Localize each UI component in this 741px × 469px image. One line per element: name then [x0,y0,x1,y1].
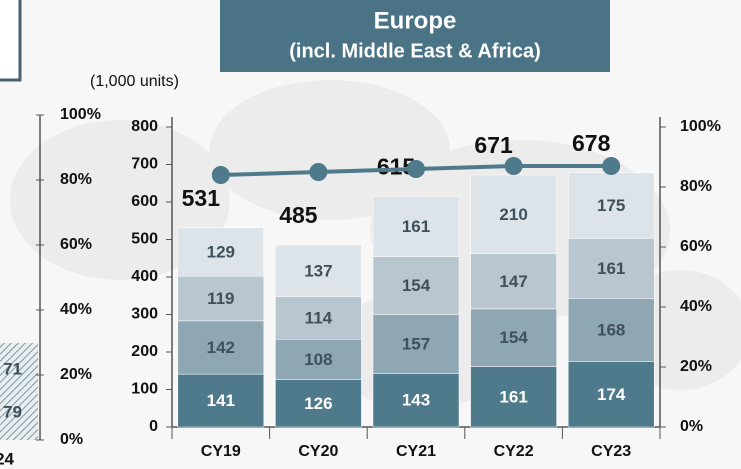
y-tick-label: 300 [131,306,158,323]
segment-label: 141 [207,391,235,410]
total-label: 678 [572,130,611,156]
bar-segment [567,361,655,428]
y-tick-label: 500 [131,231,158,248]
bar-segment [567,298,655,362]
fragment-bar [0,343,38,440]
bar-segment [470,253,557,310]
bar-segment [372,196,460,257]
segment-label: 126 [304,394,332,413]
bar-segment [567,238,655,299]
fragment-tick-label: 100% [60,106,101,123]
x-tick-label: CY19 [201,443,241,460]
fragment-tick-label: 40% [60,301,92,318]
segment-label: 210 [499,205,527,224]
bar-segment [567,172,655,239]
bar-segment [275,244,362,297]
title-box [220,0,610,72]
x-tick-label: CY23 [591,443,631,460]
bar-segment [177,320,265,375]
y-tick-label: 600 [131,193,158,210]
bar-segment [372,314,460,374]
x-tick-label: CY22 [494,443,534,460]
segment-label: 108 [304,350,332,369]
bar-segment [177,373,265,428]
segment-label: 161 [402,217,430,236]
segment-label: 161 [597,259,625,278]
y-tick-label: 800 [131,118,158,135]
fragment-tick-label: 60% [60,236,92,253]
fragment-tick-label: 0% [60,431,83,448]
bar-segment [275,339,362,380]
bar-segment [177,276,265,322]
y2-tick-label: 0% [680,418,703,435]
line-point [504,157,523,175]
total-label: 671 [474,132,513,158]
segment-label: 142 [207,338,235,357]
y-tick-label: 400 [131,268,158,285]
fragment-text: 71 [3,359,22,378]
fragment-text: 79 [3,402,22,421]
y-tick-label: 200 [131,343,158,360]
bar-segment [372,256,460,315]
y2-tick-label: 60% [680,238,712,255]
segment-label: 147 [499,272,527,291]
line-point [309,163,328,181]
y2-tick-label: 20% [680,358,712,375]
fragment-tick-label: 80% [60,171,92,188]
segment-label: 175 [597,196,625,215]
y2-tick-label: 40% [680,298,712,315]
fragment-text: 24 [0,449,15,468]
bar-segment [470,308,557,367]
segment-label: 157 [402,334,430,353]
fragment-box [0,0,22,82]
y2-tick-label: 100% [680,118,721,135]
segment-label: 174 [597,385,626,404]
bar-segment [470,174,557,254]
x-tick-label: CY20 [298,443,338,460]
line-point [407,160,425,178]
bar-segment [275,379,362,428]
segment-label: 114 [305,308,333,327]
y-tick-label: 100 [131,381,158,398]
total-label: 531 [182,185,221,211]
line-point [602,157,621,175]
bar-segment [177,227,265,277]
chart-subtitle: (incl. Middle East & Africa) [289,40,541,62]
total-label: 485 [279,202,318,228]
x-tick-label: CY21 [396,443,436,460]
segment-label: 154 [499,328,528,347]
segment-label: 143 [402,391,430,410]
chart-title: Europe [374,7,457,34]
fragment-tick-label: 20% [60,366,92,383]
bar-segment [470,366,557,428]
segment-label: 168 [597,321,625,340]
segment-label: 137 [304,261,332,280]
bar-segment [372,373,460,428]
unit-label: (1,000 units) [90,73,179,90]
y-tick-label: 700 [131,156,158,173]
bar-segment [275,296,362,340]
segment-label: 161 [499,387,527,406]
line-point [211,166,230,184]
segment-label: 119 [207,289,234,308]
segment-label: 154 [402,276,431,295]
segment-label: 129 [207,243,235,262]
y-tick-label: 0 [149,418,158,435]
y2-tick-label: 80% [680,178,712,195]
